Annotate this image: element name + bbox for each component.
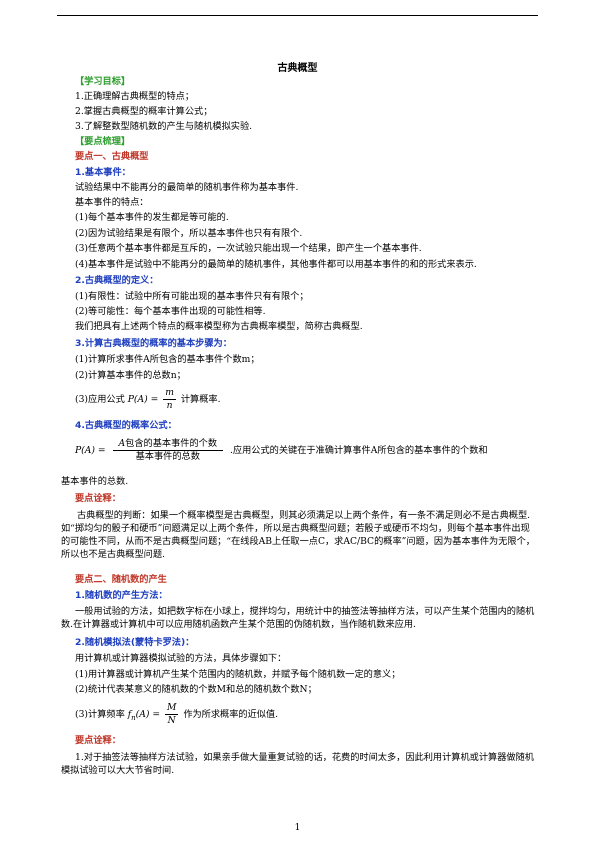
note-paragraph: 1.对于抽签法等抽样方法试验，如果亲手做大量重复试验的话，花费的时间太多，因此利… [61,752,534,776]
fraction-numerator: A包含的基本事件的个数 [112,438,224,451]
section-learning-goals: 【学习目标】 [75,76,131,87]
text-line: (1)用计算器或计算机产生某个范围内的随机数，并赋予每个随机数一定的意义； [75,669,401,680]
formula-lhs: P(A) = [127,394,159,405]
formula-line: P(A) = A包含的基本事件的个数 基本事件的总数 .应用公式的关键在于准确计… [75,438,488,464]
text-line: 我们把具有上述两个特点的概率模型称为古典概率模型，简称古典概型. [75,321,363,332]
subsection-heading: 4.古典概型的概率公式： [75,420,177,431]
subsection-heading: 1.基本事件： [75,167,131,178]
note-paragraph: 古典概型的判断：如果一个概率模型是古典概型，则其必须满足以上两个条件，有一条不满… [61,510,535,560]
note-heading: 要点诠释： [75,735,121,746]
text-fragment: 作为所求概率的近似值. [183,709,279,720]
text-line: 试验结果中不能再分的最简单的随机事件称为基本事件. [75,182,299,193]
subsection-heading: 1.随机数的产生方法： [75,590,168,601]
goal-item: 3.了解整数型随机数的产生与随机模拟实验. [75,121,253,132]
formula-line: (3)计算频率 fn(A) = M N 作为所求概率的近似值. [75,702,278,731]
fraction-denominator: n [166,400,173,411]
section-key-points: 【要点梳理】 [75,136,131,147]
subsection-heading: 2.古典概型的定义： [75,275,159,286]
text-line: (2)统计代表某意义的随机数的个数M和总的随机数个数N； [75,684,317,695]
fraction-numerator: m [163,387,176,400]
formula-lhs: P(A) = [75,445,106,456]
formula-line: (3)应用公式 P(A) = m n 计算概率. [75,387,221,413]
formula-subscript: n [131,713,136,722]
text-line: (1)计算所求事件A所包含的基本事件个数m； [75,354,260,365]
text-line: (2)计算基本事件的总数n； [75,370,186,381]
fraction: A包含的基本事件的个数 基本事件的总数 [112,438,224,463]
text-line: 用计算机或计算器模拟试验的方法，具体步骤如下： [75,653,287,664]
text-line: (1)有限性：试验中所有可能出现的基本事件只有有限个； [75,291,309,302]
goal-item: 1.正确理解古典概型的特点； [75,91,195,102]
fraction-denominator: N [167,715,176,726]
note-heading: 要点诠释： [75,493,121,504]
text-line: 基本事件的特点： [75,197,149,208]
text-line: (3)任意两个基本事件都是互斥的，一次试验只能出现一个结果，即产生一个基本事件. [75,243,422,254]
text-fragment: 计算概率. [180,394,221,405]
subsection-heading: 2.随机模拟法(蒙特卡罗法)： [75,637,195,648]
text-fragment: .应用公式的关键在于准确计算事件A所包含的基本事件的个数和 [229,445,488,456]
document-title: 古典概型 [277,63,318,74]
page-number: 1 [294,823,301,833]
formula-var: A [118,438,126,449]
text-fragment: (3)应用公式 [75,394,125,405]
text-line: (4)基本事件是试验中不能再分的最简单的随机事件，其他事件都可以用基本事件的和的… [75,259,477,270]
fraction-denominator: 基本事件的总数 [135,451,200,462]
header-rule [57,15,538,16]
text-line: (2)等可能性：每个基本事件出现的可能性相等. [75,306,266,317]
formula-lhs: f [127,709,132,720]
point-heading: 要点一、古典概型 [75,151,149,162]
formula-lhs-rest: (A) = [135,709,161,720]
goal-item: 2.掌握古典概型的概率计算公式； [75,106,213,117]
point-heading: 要点二、随机数的产生 [75,574,167,585]
fraction-numerator: M [164,702,179,715]
fraction: m n [163,387,176,412]
paragraph: 一般用试验的方法，如把数字标在小球上，搅拌均匀，用统计中的抽签法等抽样方法，可以… [61,606,535,630]
text-line: 基本事件的总数. [61,476,129,487]
fraction: M N [164,702,179,727]
text-line: (2)因为试验结果是有限个，所以基本事件也只有有限个. [75,228,303,239]
text-fragment: (3)计算频率 [75,709,125,720]
text-line: (1)每个基本事件的发生都是等可能的. [75,212,229,223]
text-fragment: 包含的基本事件的个数 [125,438,218,449]
subsection-heading: 3.计算古典概型的概率的基本步骤为： [75,338,232,349]
